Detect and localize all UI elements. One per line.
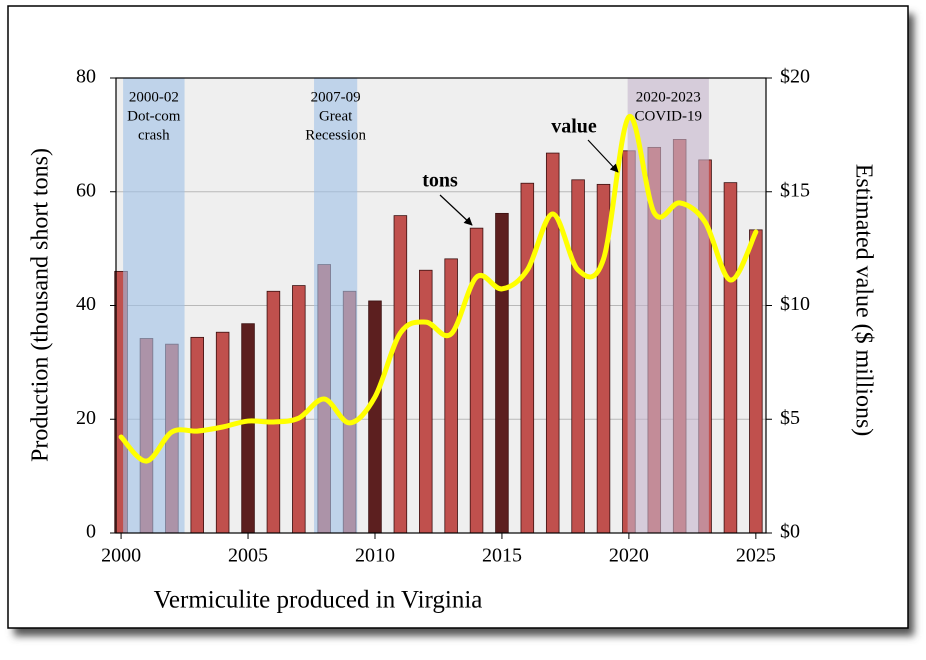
bar xyxy=(241,323,255,534)
y-tick-label: 40 xyxy=(76,293,96,315)
x-tick-label: 2010 xyxy=(355,545,395,567)
period-label: COVID-19 xyxy=(634,108,702,124)
y2-tick-label: $10 xyxy=(780,293,810,315)
y-tick-label: 20 xyxy=(76,407,96,429)
bar xyxy=(215,331,230,534)
x-tick-label: 2025 xyxy=(736,545,776,567)
period-label: Great xyxy=(319,108,353,124)
period-label: crash xyxy=(138,127,170,143)
period-band xyxy=(123,78,185,533)
y2-tick-label: $5 xyxy=(780,407,800,429)
y2-tick-label: $0 xyxy=(780,521,800,543)
bar xyxy=(444,258,458,534)
bar xyxy=(266,290,281,534)
y-tick-label: 80 xyxy=(76,66,96,88)
tons-annotation: tons xyxy=(422,170,458,192)
x-tick-label: 2020 xyxy=(609,545,649,567)
bar xyxy=(520,182,535,534)
period-band xyxy=(314,78,358,533)
bar xyxy=(571,179,585,534)
y-axis-title: Production (thousand short tons) xyxy=(28,148,54,462)
y2-tick-label: $15 xyxy=(780,179,810,201)
period-label: Recession xyxy=(305,127,366,143)
bar xyxy=(393,215,408,534)
bar xyxy=(723,182,738,534)
value-arrow xyxy=(587,139,619,173)
value-line xyxy=(118,114,759,464)
y2-tick-label: $20 xyxy=(780,66,810,88)
x-tick-label: 2005 xyxy=(228,545,268,567)
y-tick-label: 60 xyxy=(76,179,96,201)
tons-arrow xyxy=(439,194,473,226)
value-annotation: value xyxy=(551,116,597,138)
bar xyxy=(749,229,763,534)
bar xyxy=(190,336,204,534)
period-label: Dot-com xyxy=(127,108,181,124)
period-label: 2007-09 xyxy=(311,89,361,105)
period-label: 2020-2023 xyxy=(636,89,701,105)
x-axis-title: Vermiculite produced in Virginia xyxy=(154,587,483,614)
y-tick-label: 0 xyxy=(86,521,96,543)
x-tick-label: 2000 xyxy=(101,545,141,567)
period-label: 2000-02 xyxy=(129,89,179,105)
bar xyxy=(292,285,306,534)
bar xyxy=(419,269,433,534)
x-tick-label: 2015 xyxy=(482,545,522,567)
bar xyxy=(368,300,382,534)
bar xyxy=(495,212,509,534)
bar xyxy=(545,152,560,534)
y2-axis-title: Estimated value ($ millions) xyxy=(850,164,876,437)
